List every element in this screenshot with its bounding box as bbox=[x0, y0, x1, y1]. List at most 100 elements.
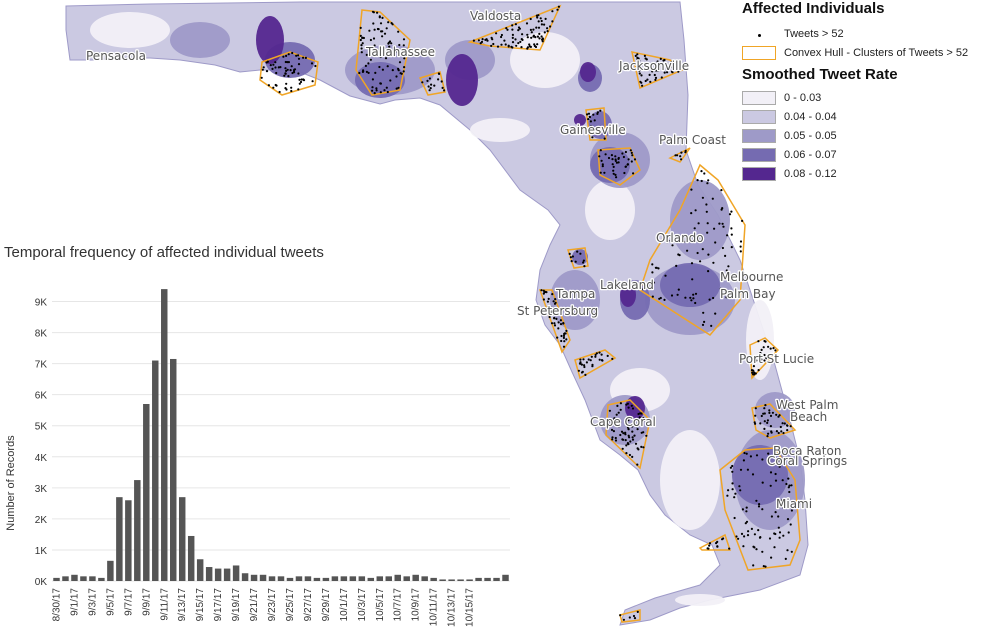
tweet-dot bbox=[699, 260, 702, 263]
tweet-dot bbox=[738, 485, 741, 488]
tweet-dot bbox=[505, 27, 508, 30]
tweet-dot bbox=[593, 119, 596, 122]
chart-title: Temporal frequency of affected individua… bbox=[4, 244, 324, 261]
tweet-dot bbox=[714, 312, 717, 315]
tweet-dot bbox=[529, 28, 533, 31]
tweet-dot bbox=[511, 36, 514, 40]
tweet-dot bbox=[372, 22, 375, 25]
tweet-dot bbox=[582, 259, 586, 262]
tweet-dot bbox=[767, 345, 770, 348]
tweet-dot bbox=[398, 43, 401, 47]
x-tick-label: 9/27/17 bbox=[303, 588, 314, 622]
tweet-dot bbox=[739, 468, 743, 471]
y-axis-label: Number of Records bbox=[5, 435, 17, 531]
tweet-dot bbox=[629, 416, 632, 419]
x-tick-label: 10/15/17 bbox=[465, 588, 476, 627]
tweet-dot bbox=[783, 422, 786, 425]
tweet-dot bbox=[769, 347, 772, 350]
tweet-dot bbox=[589, 359, 592, 362]
tweet-dot bbox=[546, 300, 550, 303]
tweet-dot bbox=[594, 353, 597, 356]
tweet-dot bbox=[600, 159, 603, 162]
city-label-port-st-lucie: Port St Lucie bbox=[739, 352, 814, 366]
tweet-dot bbox=[751, 473, 755, 476]
tweet-dot bbox=[667, 239, 670, 242]
tweet-dot bbox=[620, 430, 624, 433]
tweet-dot bbox=[741, 219, 744, 222]
tweet-dot bbox=[772, 347, 775, 350]
tweet-dot bbox=[426, 79, 429, 82]
tweet-dot bbox=[378, 16, 381, 19]
tweet-dot bbox=[287, 75, 290, 78]
tweet-dot bbox=[568, 252, 571, 255]
bar bbox=[376, 576, 384, 581]
tweet-dot bbox=[285, 88, 288, 91]
tweet-dot bbox=[790, 484, 793, 487]
tweet-dot bbox=[730, 227, 733, 230]
city-label-orlando: Orlando bbox=[656, 231, 704, 245]
tweet-dot bbox=[758, 357, 762, 360]
city-label-layer: Pensacola Tallahassee Valdosta Jacksonvi… bbox=[85, 8, 849, 513]
tweet-dot bbox=[277, 66, 280, 69]
tweet-dot bbox=[477, 39, 480, 42]
bar bbox=[475, 577, 482, 581]
tweet-dot bbox=[640, 74, 643, 77]
tweet-dot bbox=[766, 435, 769, 438]
tweet-dot bbox=[590, 127, 594, 130]
tweet-dot bbox=[719, 287, 722, 290]
tweet-dot bbox=[642, 446, 645, 449]
tweet-dot bbox=[359, 38, 362, 42]
tweet-dot bbox=[683, 240, 686, 243]
tweet-dot bbox=[510, 45, 513, 48]
tweet-dot bbox=[297, 54, 300, 57]
tweet-dot bbox=[379, 91, 382, 94]
bar bbox=[107, 560, 114, 581]
tweet-dot bbox=[730, 233, 733, 236]
tweet-dot bbox=[284, 67, 287, 70]
tweet-dot bbox=[716, 545, 719, 548]
tweet-dot bbox=[402, 44, 405, 47]
tweet-dot bbox=[625, 403, 628, 406]
tweet-dot bbox=[520, 46, 523, 49]
tweet-dot bbox=[562, 336, 566, 339]
tweet-dot bbox=[556, 8, 559, 11]
tweet-dot bbox=[636, 428, 639, 431]
tweet-dot bbox=[759, 351, 762, 355]
tweet-dot bbox=[663, 71, 666, 74]
tweet-dot bbox=[613, 417, 616, 420]
tweet-dot bbox=[659, 57, 662, 61]
tweet-dot bbox=[700, 170, 703, 173]
tweet-dot bbox=[708, 298, 711, 301]
city-label-palm-coast: Palm Coast bbox=[659, 133, 726, 147]
tweet-dot bbox=[261, 68, 264, 71]
cluster-hull bbox=[639, 163, 746, 336]
x-tick-label: 9/15/17 bbox=[195, 588, 206, 622]
x-tick-label: 9/13/17 bbox=[177, 588, 188, 622]
tweet-dot bbox=[754, 414, 757, 417]
tweet-dot bbox=[507, 45, 510, 48]
tweet-dot bbox=[767, 432, 770, 435]
tweet-dot bbox=[551, 312, 554, 316]
tweet-dot bbox=[380, 30, 383, 33]
tweet-dot bbox=[733, 496, 736, 499]
tweet-dot bbox=[734, 492, 737, 495]
convex-hull-layer bbox=[259, 4, 801, 623]
tweet-dot bbox=[544, 17, 547, 20]
tweet-dot bbox=[285, 82, 288, 85]
city-label-coral-springs: Coral Springs bbox=[767, 454, 847, 468]
tweet-dot bbox=[775, 430, 779, 433]
tweet-dot bbox=[725, 296, 728, 299]
tweet-dot bbox=[642, 417, 645, 420]
legend-title-smoothed: Smoothed Tweet Rate bbox=[742, 66, 898, 83]
tweet-dot bbox=[743, 451, 746, 455]
tweet-dot bbox=[630, 151, 633, 154]
tweet-dot bbox=[304, 56, 307, 60]
tweet-dot bbox=[371, 86, 374, 89]
tweet-dot bbox=[549, 25, 552, 28]
tweet-dot bbox=[526, 46, 530, 49]
tweet-dot bbox=[310, 62, 314, 65]
tweet-dot bbox=[726, 494, 729, 497]
tweet-dot bbox=[755, 359, 758, 362]
tweet-dot bbox=[711, 197, 714, 200]
tweet-dot bbox=[504, 43, 507, 46]
